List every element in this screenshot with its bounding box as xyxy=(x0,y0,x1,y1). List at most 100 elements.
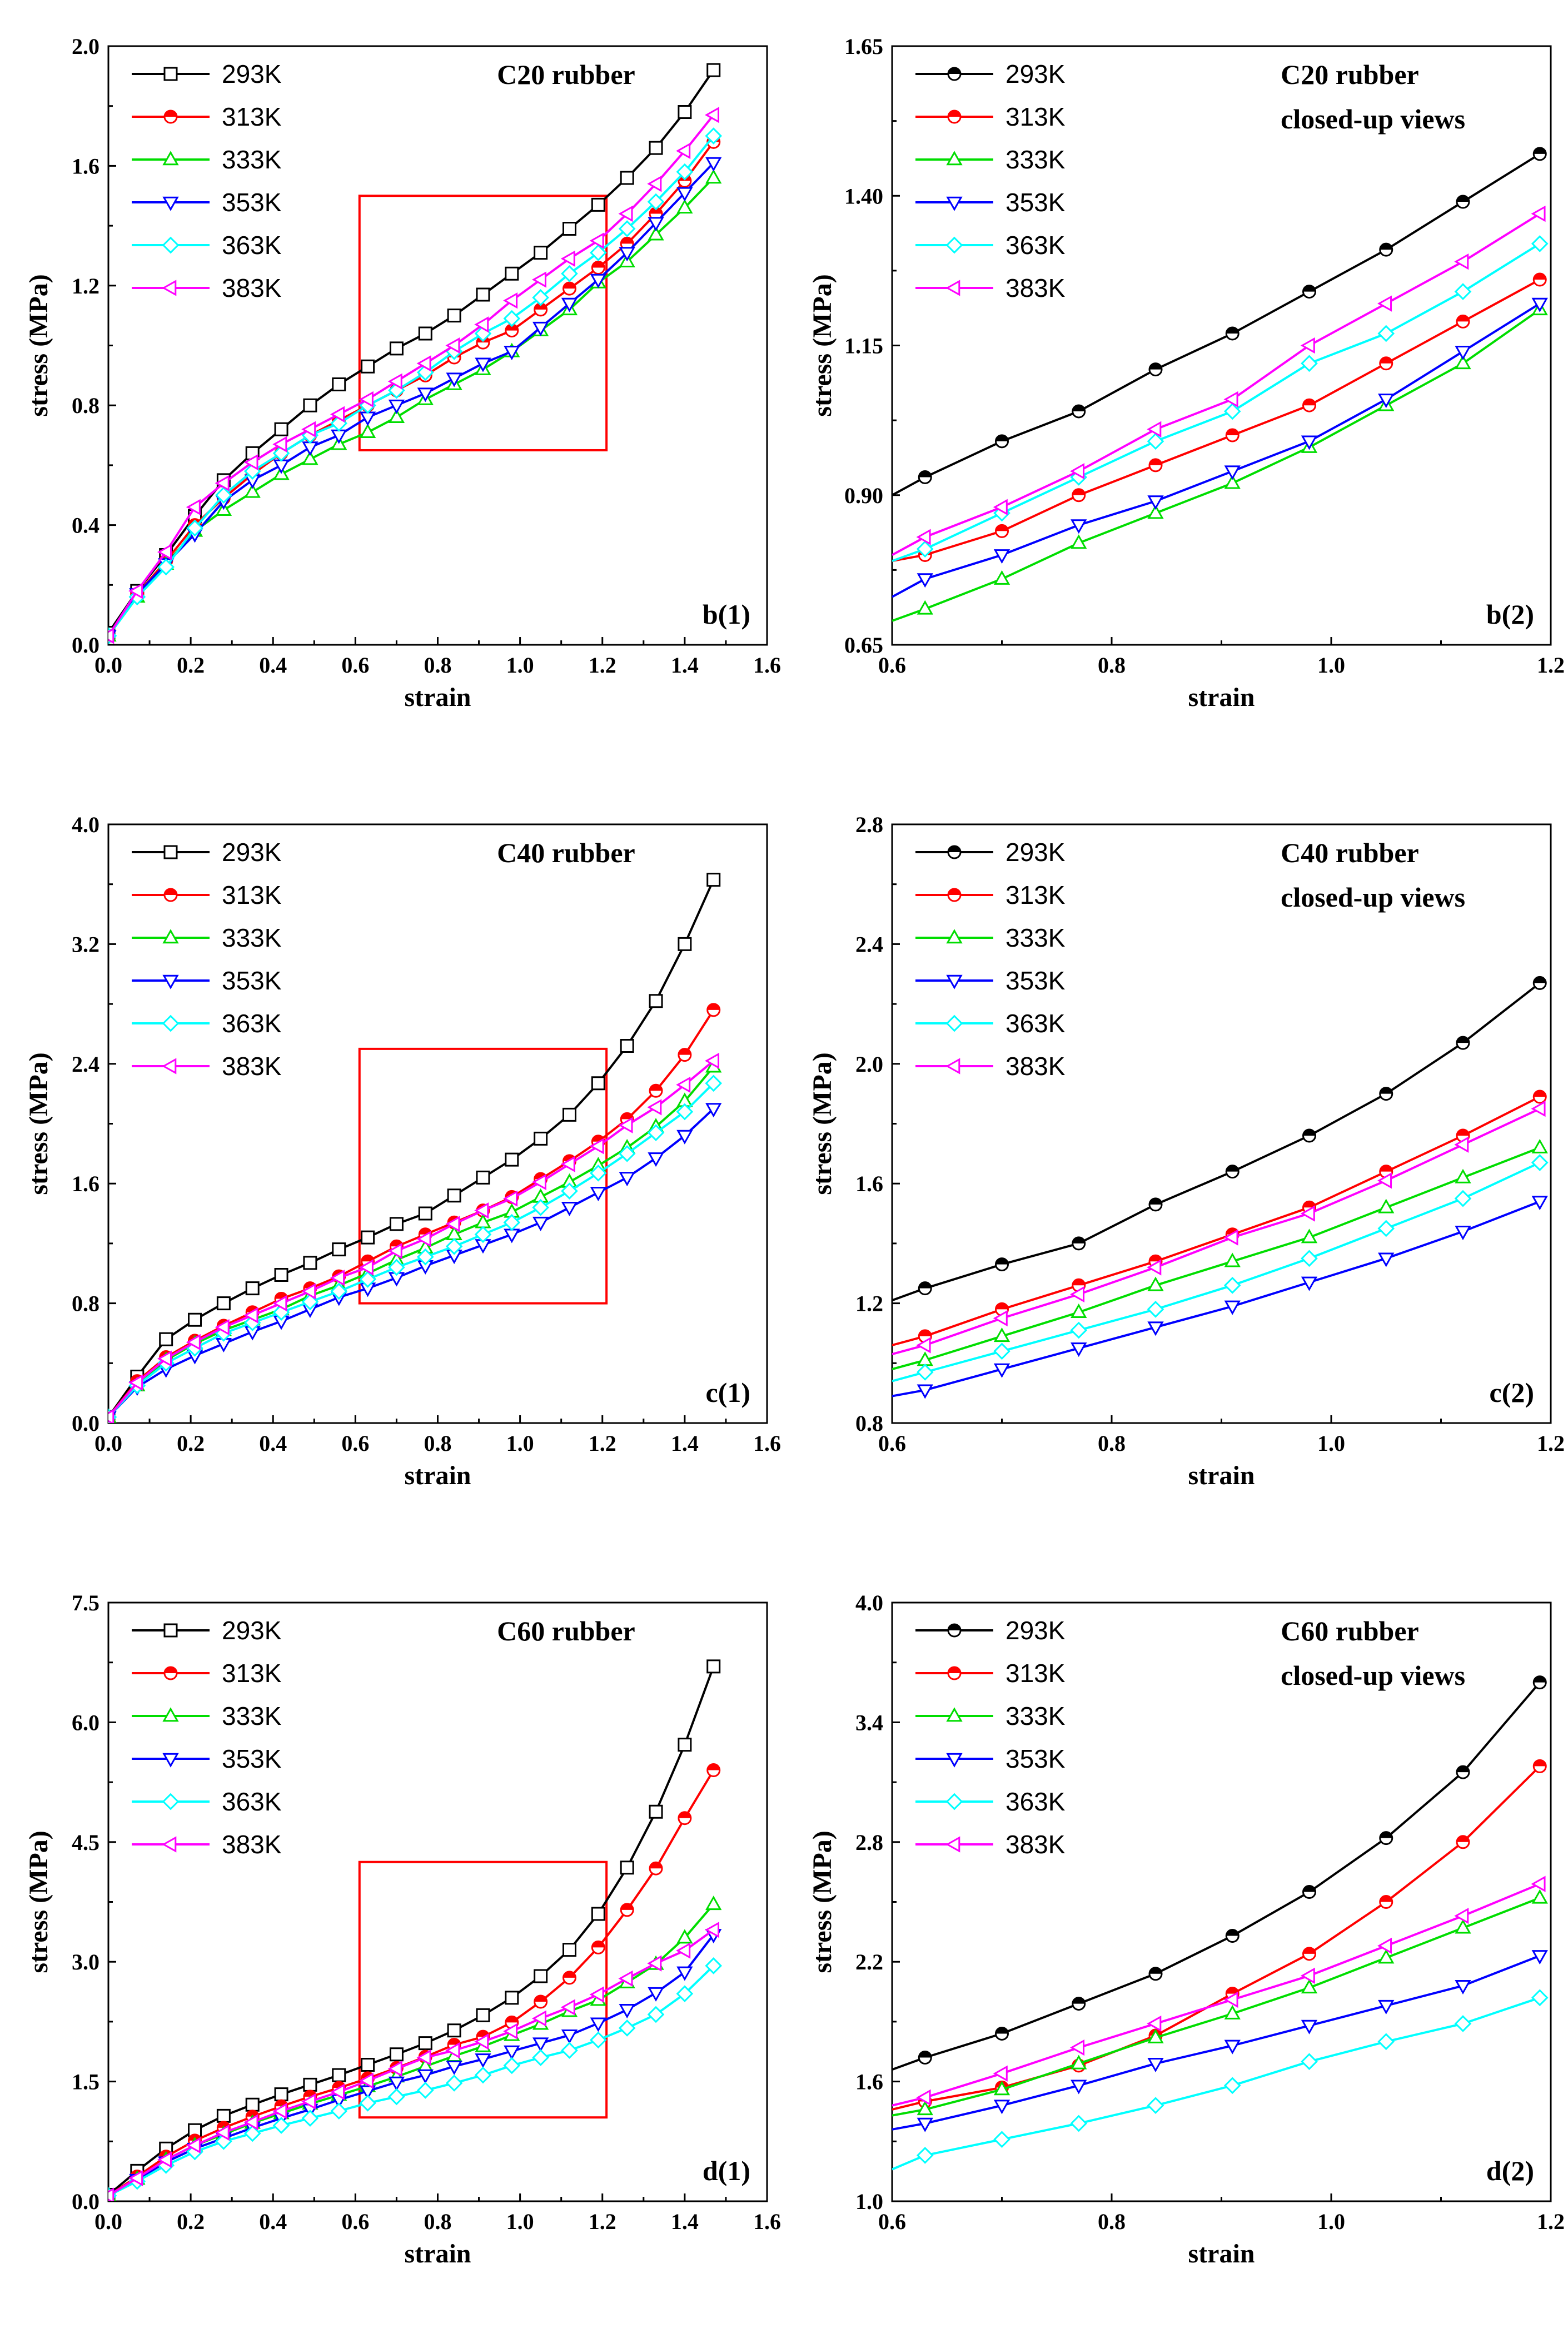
x-tick-label: 0.8 xyxy=(424,2209,452,2234)
data-point-333K xyxy=(648,226,664,241)
data-point-353K xyxy=(648,1987,664,2002)
legend-label: 353K xyxy=(222,188,282,217)
plot-frame xyxy=(891,1601,1552,2202)
legend-label: 333K xyxy=(1005,145,1066,174)
data-point-293K-fill xyxy=(1303,1130,1316,1136)
zoom-region-box xyxy=(358,1047,608,1305)
data-point-353K xyxy=(1147,1321,1164,1336)
data-point-333K xyxy=(676,199,693,214)
data-point-353K xyxy=(1071,2080,1087,2095)
data-point-313K-fill xyxy=(1149,459,1162,465)
data-point-383K xyxy=(676,1076,691,1093)
legend-label: 383K xyxy=(222,273,282,302)
x-tick-label: 0.8 xyxy=(1098,2209,1126,2234)
data-point-313K-fill xyxy=(1534,1760,1546,1767)
legend-entry-333K: 333K xyxy=(915,1702,1066,1730)
data-point-313K-fill xyxy=(1534,1091,1546,1097)
data-point-293K xyxy=(505,1152,519,1167)
data-point-353K xyxy=(532,1216,549,1231)
data-point-363K xyxy=(272,2117,290,2134)
data-point-383K xyxy=(108,628,115,644)
data-point-313K-fill xyxy=(1457,1835,1469,1842)
data-point-333K xyxy=(1378,1198,1395,1213)
data-point-383K xyxy=(474,316,489,333)
y-axis-title: stress (MPa) xyxy=(24,1830,53,1973)
data-point-383K xyxy=(474,1202,489,1219)
data-point-363K xyxy=(618,2019,636,2037)
y-tick-label: 7.5 xyxy=(72,1590,99,1615)
data-point-313K-fill xyxy=(246,2110,259,2117)
data-point-363K xyxy=(1301,2053,1318,2071)
legend-label: 293K xyxy=(1005,1616,1066,1645)
data-point-333K xyxy=(993,570,1011,585)
y-tick-label: 2.2 xyxy=(855,1949,883,1974)
data-point-363K xyxy=(1223,1276,1241,1294)
data-point-353K xyxy=(475,2053,491,2068)
series-line-293K xyxy=(108,1666,715,2196)
legend-entry-363K: 363K xyxy=(132,231,282,260)
data-point-293K xyxy=(534,1131,548,1146)
x-tick-label: 0.4 xyxy=(259,653,287,678)
data-point-313K-fill xyxy=(1149,1255,1162,1262)
data-point-383K xyxy=(993,2065,1008,2082)
data-point-333K xyxy=(1147,2028,1164,2043)
data-point-383K xyxy=(301,2093,316,2110)
data-point-363K xyxy=(916,1364,934,1381)
data-point-383K xyxy=(243,1307,258,1324)
data-point-383K xyxy=(916,529,931,545)
data-point-363K xyxy=(561,2042,578,2059)
data-point-293K xyxy=(245,1281,260,1296)
data-point-293K xyxy=(245,2097,260,2112)
legend-entry-333K: 333K xyxy=(132,923,282,952)
y-tick-label: 2.8 xyxy=(855,812,883,837)
data-point-363K xyxy=(243,2125,261,2142)
data-point-353K xyxy=(446,372,462,387)
data-point-383K xyxy=(272,2103,287,2120)
data-point-363K xyxy=(1301,1250,1318,1267)
data-point-333K xyxy=(1147,1276,1164,1291)
data-point-293K-fill xyxy=(1380,1832,1392,1838)
x-tick-label: 0.6 xyxy=(878,653,906,678)
legend-entry-363K: 363K xyxy=(132,1009,282,1038)
legend-label: 293K xyxy=(222,1616,282,1645)
data-point-383K xyxy=(128,583,143,599)
legend-label: 363K xyxy=(222,1787,282,1816)
data-point-333K xyxy=(1301,1228,1318,1243)
y-tick-label: 0.4 xyxy=(72,513,99,538)
x-tick-label: 0.8 xyxy=(424,1431,452,1456)
x-tick-label: 1.2 xyxy=(1537,1431,1565,1456)
data-point-363K xyxy=(676,163,694,181)
series-line-333K xyxy=(892,1146,1541,1371)
legend-label: 383K xyxy=(1005,1052,1066,1081)
data-point-353K xyxy=(993,2100,1011,2115)
x-tick-label: 0.0 xyxy=(94,653,122,678)
data-point-293K-fill xyxy=(1149,1967,1162,1974)
data-point-293K xyxy=(361,1230,375,1245)
data-point-363K xyxy=(590,244,607,261)
x-tick-label: 0.6 xyxy=(341,1431,369,1456)
data-point-353K xyxy=(648,217,664,232)
data-point-333K xyxy=(1224,474,1241,489)
legend-entry-383K: 383K xyxy=(132,1052,282,1081)
chart-b2-c20-closed-up: 0.6 0.8 1.0 1.2 0.65 0.90 1.15 1.40 1.65 strain st… xyxy=(808,34,1565,712)
data-point-353K xyxy=(417,2069,434,2084)
series-383K xyxy=(108,107,720,644)
legend-label: 333K xyxy=(222,145,282,174)
legend-label: 363K xyxy=(1005,1787,1066,1816)
data-point-313K-fill xyxy=(1457,315,1469,322)
series-383K xyxy=(892,1876,1546,2107)
series-line-353K xyxy=(892,1200,1541,1397)
data-point-293K-fill xyxy=(1457,1766,1469,1773)
data-point-363K xyxy=(618,1145,636,1162)
data-point-383K xyxy=(1147,1259,1162,1276)
data-point-333K xyxy=(359,423,376,438)
data-point-383K xyxy=(705,107,720,123)
data-point-353K xyxy=(1301,2019,1318,2034)
data-point-313K-fill xyxy=(505,324,518,331)
legend-entry-353K: 353K xyxy=(132,1744,282,1773)
data-point-333K xyxy=(1071,2055,1087,2070)
y-tick-label: 1.6 xyxy=(72,1171,99,1196)
series-line-383K xyxy=(108,1929,714,2197)
data-point-353K xyxy=(705,157,722,172)
data-point-313K-fill xyxy=(1380,1896,1392,1902)
